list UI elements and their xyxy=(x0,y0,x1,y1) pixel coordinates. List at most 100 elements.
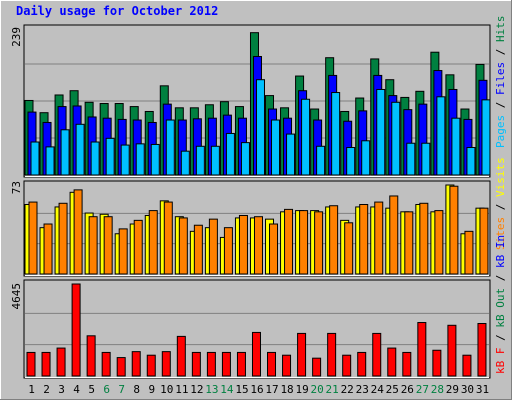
legend-hits: Hits xyxy=(494,16,507,43)
pages-bar xyxy=(451,117,461,176)
day-label: 10 xyxy=(160,383,173,396)
kbf-bar xyxy=(447,324,457,377)
pages-bar xyxy=(195,145,205,176)
day-label: 7 xyxy=(118,383,125,396)
kbf-bar xyxy=(477,323,487,377)
sites-bar xyxy=(374,201,384,275)
pages-bar xyxy=(316,145,326,176)
kbf-bar xyxy=(417,322,427,377)
sites-bar xyxy=(58,202,68,275)
legend-kbytes: kB F / kB Out / kB In xyxy=(494,235,507,374)
kbf-bar xyxy=(312,357,322,377)
kbf-bar xyxy=(267,351,277,377)
day-label: 5 xyxy=(88,383,95,396)
pages-bar xyxy=(436,96,446,176)
day-label: 24 xyxy=(371,383,385,396)
sites-bar xyxy=(193,224,203,275)
day-label: 14 xyxy=(220,383,234,396)
sites-bar xyxy=(344,222,354,275)
day-label: 4 xyxy=(73,383,80,396)
day-label: 15 xyxy=(235,383,248,396)
legend-files: Files xyxy=(494,62,507,95)
pages-bar xyxy=(30,141,40,176)
pages-bar xyxy=(391,101,401,176)
legend-kbout: kB Out xyxy=(494,288,507,328)
legend-sep-2: / xyxy=(494,42,507,62)
pages-bar xyxy=(376,88,386,176)
pages-bar xyxy=(75,123,85,176)
day-label: 8 xyxy=(133,383,140,396)
sites-bar xyxy=(269,223,279,275)
kbf-bar xyxy=(236,351,246,377)
legend-sep-5: / xyxy=(494,268,507,288)
panel-visits-sites xyxy=(23,180,491,277)
pages-bar xyxy=(135,143,145,176)
kbf-bar xyxy=(41,351,51,377)
pages-bar xyxy=(481,99,491,176)
pages-bar xyxy=(406,142,416,176)
kbf-bar xyxy=(206,351,216,377)
chart-title: Daily usage for October 2012 xyxy=(16,4,218,18)
pages-bar xyxy=(331,92,341,176)
day-label: 16 xyxy=(250,383,263,396)
kbf-bar xyxy=(116,357,126,377)
kbf-bar xyxy=(56,347,66,377)
day-label: 21 xyxy=(326,383,339,396)
sites-bar xyxy=(479,207,489,275)
pages-bar xyxy=(90,141,100,176)
kbf-bar xyxy=(101,351,111,377)
kbf-bar xyxy=(71,283,81,377)
legend-sites: Sites xyxy=(494,217,507,250)
sites-bar xyxy=(389,195,399,275)
legend-kbin: kB In xyxy=(494,235,507,268)
kbf-bar xyxy=(176,335,186,377)
legend-kbf: kB F xyxy=(494,348,507,375)
sites-bar xyxy=(419,202,429,275)
pages-bar xyxy=(466,147,476,176)
sites-bar xyxy=(28,201,38,275)
pages-bar xyxy=(301,98,311,176)
day-label: 1 xyxy=(28,383,35,396)
kbf-bar xyxy=(146,354,156,377)
sites-bar xyxy=(359,204,369,275)
kbf-bar xyxy=(297,332,307,377)
pages-bar xyxy=(271,119,281,176)
sites-bar xyxy=(163,201,173,275)
legend-sep-1: / xyxy=(494,95,507,115)
day-label: 11 xyxy=(175,383,188,396)
kbf-bar xyxy=(432,349,442,377)
sites-bar xyxy=(208,218,218,275)
sites-bar xyxy=(43,223,53,275)
kbf-bar xyxy=(191,351,201,377)
day-label: 3 xyxy=(58,383,65,396)
kbf-bar xyxy=(86,335,96,377)
day-label: 17 xyxy=(265,383,278,396)
day-label: 26 xyxy=(401,383,414,396)
kbf-bar xyxy=(26,351,36,377)
kbf-bar xyxy=(251,331,261,377)
pages-bar xyxy=(346,147,356,176)
sites-bar xyxy=(449,185,459,275)
pages-bar xyxy=(120,144,130,176)
pages-bar xyxy=(210,145,220,176)
day-label: 20 xyxy=(311,383,324,396)
day-label: 19 xyxy=(295,383,308,396)
kbf-bar xyxy=(402,351,412,377)
pages-bar xyxy=(165,119,175,176)
sites-bar xyxy=(88,216,98,275)
pages-bar xyxy=(150,143,160,176)
sites-bar xyxy=(329,205,339,275)
kbf-bar xyxy=(131,351,141,377)
sites-bar xyxy=(178,217,188,275)
day-label: 27 xyxy=(416,383,429,396)
day-label: 2 xyxy=(43,383,50,396)
legend-sep-3: / xyxy=(494,197,507,217)
day-label: 23 xyxy=(356,383,369,396)
day-label: 22 xyxy=(341,383,354,396)
kbf-bar xyxy=(387,347,397,377)
sites-bar xyxy=(118,228,128,275)
sites-bar xyxy=(223,227,233,275)
day-label: 12 xyxy=(190,383,203,396)
pages-bar xyxy=(225,132,235,176)
pages-bar xyxy=(45,146,55,176)
